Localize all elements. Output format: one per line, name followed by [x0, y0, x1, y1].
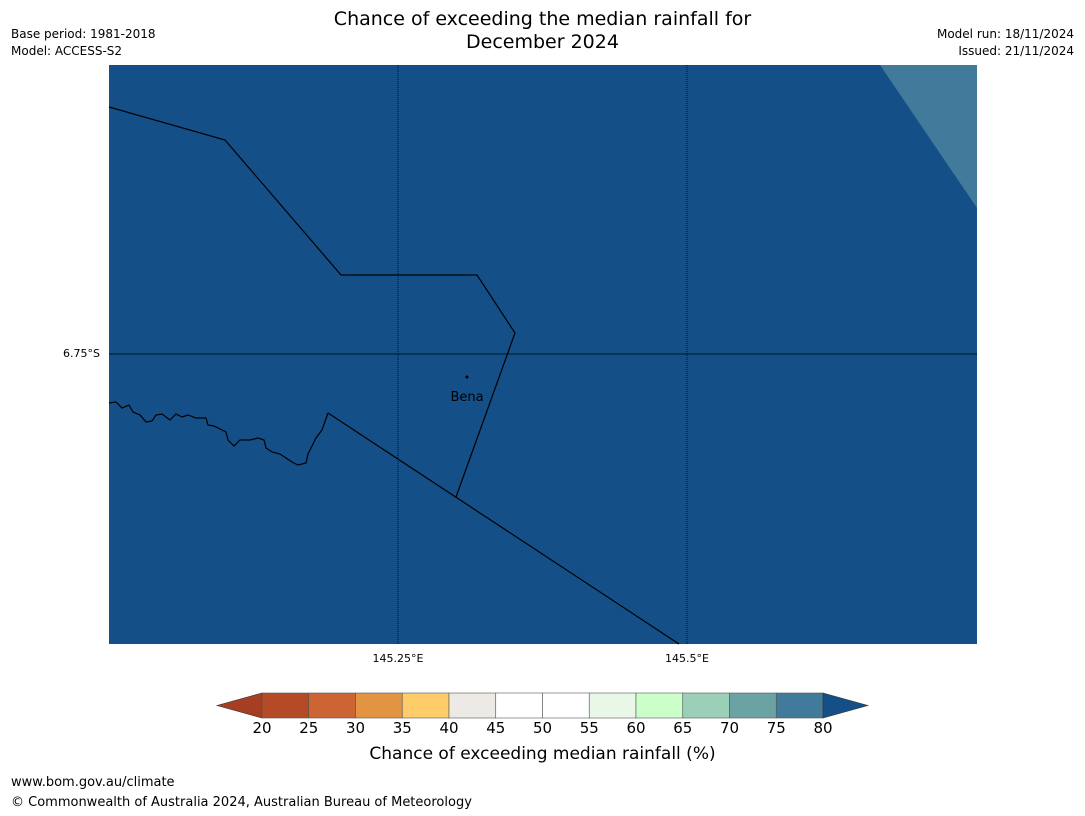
colorbar-swatch — [261, 692, 310, 719]
lat-label: 6.75°S — [63, 347, 100, 360]
colorbar-swatch — [588, 692, 637, 719]
colorbar-tick-label: 70 — [719, 719, 740, 737]
lower-category-region — [880, 65, 977, 208]
map-background — [109, 65, 977, 644]
title-line-2: December 2024 — [466, 31, 619, 53]
model-run-text: Model run: 18/11/2024 — [936, 27, 1074, 41]
colorbar-swatch — [355, 692, 403, 719]
colorbar-swatch — [495, 692, 543, 719]
colorbar-swatch — [775, 692, 824, 719]
colorbar-tick-label: 55 — [579, 719, 599, 737]
colorbar-tick-label: 50 — [532, 719, 553, 737]
colorbar-swatch — [308, 692, 356, 719]
colorbar-swatch — [401, 692, 450, 719]
colorbar-extend-high — [822, 692, 870, 719]
meta-right: Model run: 18/11/2024 Issued: 21/11/2024 — [937, 26, 1074, 60]
lon-label-2: 145.5°E — [665, 652, 709, 665]
colorbar-swatch — [542, 692, 590, 719]
base-period-text: Base period: 1981-2018 — [11, 27, 156, 41]
colorbar-tick-label: 40 — [439, 719, 459, 737]
colorbar-label: Chance of exceeding median rainfall (%) — [369, 744, 716, 764]
province-boundary-south — [327, 412, 680, 645]
province-boundary — [108, 106, 516, 498]
colorbar-tick-label: 45 — [486, 719, 506, 737]
town-label: Bena — [450, 390, 483, 405]
colorbar-swatch — [682, 692, 730, 719]
colorbar-tick-label: 60 — [626, 719, 646, 737]
colorbar-swatch — [729, 692, 777, 719]
colorbar-tick-label: 65 — [673, 719, 693, 737]
colorbar-swatch — [635, 692, 684, 719]
model-text: Model: ACCESS-S2 — [11, 44, 123, 58]
lon-label-1: 145.25°E — [372, 652, 424, 665]
colorbar-tick-label: 25 — [299, 719, 319, 737]
colorbar-swatch — [448, 692, 497, 719]
river-boundary — [108, 401, 329, 466]
meta-left: Base period: 1981-2018 Model: ACCESS-S2 — [11, 26, 156, 60]
colorbar-tick-label: 35 — [392, 719, 412, 737]
title-line-1: Chance of exceeding the median rainfall … — [333, 8, 752, 30]
colorbar-tick-label: 20 — [252, 719, 272, 737]
chart-title: Chance of exceeding the median rainfall … — [0, 8, 1085, 54]
footer-url[interactable]: www.bom.gov.au/climate — [11, 775, 175, 790]
colorbar-extend-low — [215, 692, 263, 719]
colorbar-tick-label: 30 — [345, 719, 366, 737]
footer-copyright: © Commonwealth of Australia 2024, Austra… — [11, 795, 472, 810]
colorbar-tick-label: 75 — [766, 719, 786, 737]
colorbar-tick-label: 80 — [813, 719, 833, 737]
issued-text: Issued: 21/11/2024 — [958, 44, 1074, 58]
town-marker — [465, 375, 469, 379]
